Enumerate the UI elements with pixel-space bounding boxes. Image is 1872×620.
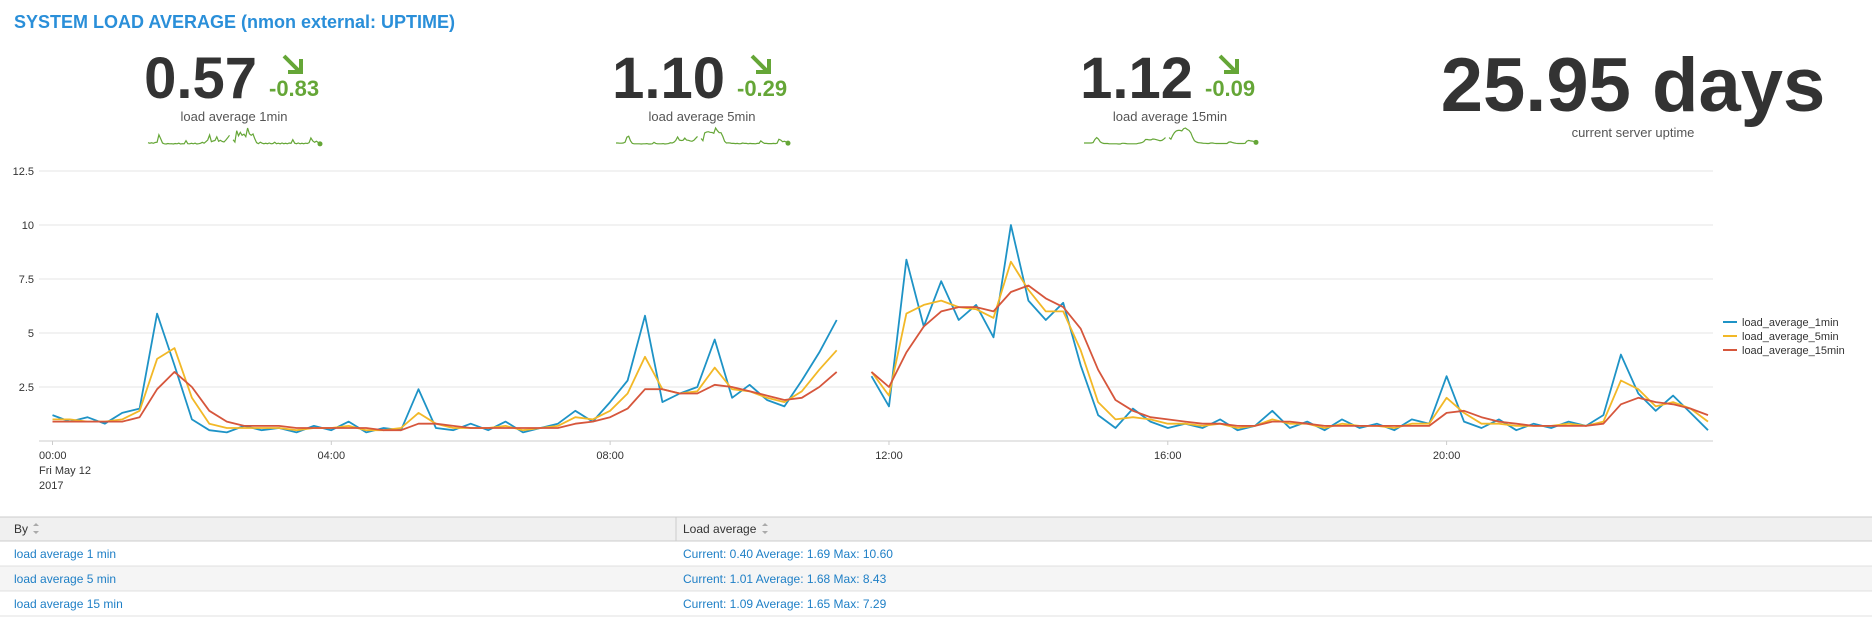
series-line <box>52 284 1709 432</box>
table-header[interactable]: By <box>14 522 28 536</box>
kpi-label: load average 1min <box>181 109 288 124</box>
sparkline <box>1084 127 1257 145</box>
x-tick-label: 08:00 <box>596 450 624 462</box>
kpi-delta: -0.09 <box>1205 76 1255 101</box>
y-tick-label: 7.5 <box>19 274 34 286</box>
table-header-bg <box>0 517 1872 541</box>
y-tick-label: 12.5 <box>13 166 34 178</box>
table-cell[interactable]: load average 15 min <box>14 597 123 611</box>
kpi-value: 1.12 <box>1080 46 1193 111</box>
panel-title: SYSTEM LOAD AVERAGE (nmon external: UPTI… <box>14 12 455 32</box>
table-cell[interactable]: Current: 1.09 Average: 1.65 Max: 7.29 <box>683 597 887 611</box>
x-tick-label: 00:00 <box>39 450 67 462</box>
table-header[interactable]: Load average <box>683 522 757 536</box>
trend-arrows <box>282 54 1239 74</box>
table-row-bg <box>0 566 1872 591</box>
y-tick-label: 2.5 <box>19 382 34 394</box>
x-tick-label: 12:00 <box>875 450 903 462</box>
uptime-value: 25.95 days <box>1441 43 1826 128</box>
legend-label[interactable]: load_average_5min <box>1742 331 1839 343</box>
sparkline-end <box>317 141 323 147</box>
sparkline-end <box>1253 139 1259 145</box>
uptime-label: current server uptime <box>1572 125 1695 140</box>
kpi-value: 0.57 <box>144 46 257 111</box>
legend-label[interactable]: load_average_1min <box>1742 317 1839 329</box>
kpi-label: load average 5min <box>649 109 756 124</box>
kpi-value: 1.10 <box>612 46 725 111</box>
x-date-label: Fri May 12 <box>39 465 91 477</box>
kpi-label: load average 15min <box>1113 109 1227 124</box>
sparkline-end <box>785 140 791 146</box>
sparkline <box>616 126 789 145</box>
trend-arrow <box>750 54 771 74</box>
kpi-delta: -0.29 <box>737 76 787 101</box>
x-tick-label: 20:00 <box>1433 450 1461 462</box>
y-tick-label: 10 <box>22 220 34 232</box>
table-cell[interactable]: load average 5 min <box>14 572 116 586</box>
trend-arrow <box>1218 54 1239 74</box>
x-tick-label: 04:00 <box>318 450 346 462</box>
kpi-delta: -0.83 <box>269 76 319 101</box>
legend-label[interactable]: load_average_15min <box>1742 345 1845 357</box>
table-cell[interactable]: load average 1 min <box>14 547 116 561</box>
x-tick-label: 16:00 <box>1154 450 1182 462</box>
table-cell[interactable]: Current: 0.40 Average: 1.69 Max: 10.60 <box>683 547 893 561</box>
sort-icon[interactable] <box>762 523 768 534</box>
table-cell[interactable]: Current: 1.01 Average: 1.68 Max: 8.43 <box>683 572 887 586</box>
y-tick-label: 5 <box>28 328 34 340</box>
sparkline <box>147 127 321 145</box>
trend-arrow <box>282 54 303 74</box>
x-year-label: 2017 <box>39 480 63 492</box>
series-line <box>52 224 1709 434</box>
series-line <box>52 260 1709 432</box>
sort-icon[interactable] <box>33 523 39 534</box>
